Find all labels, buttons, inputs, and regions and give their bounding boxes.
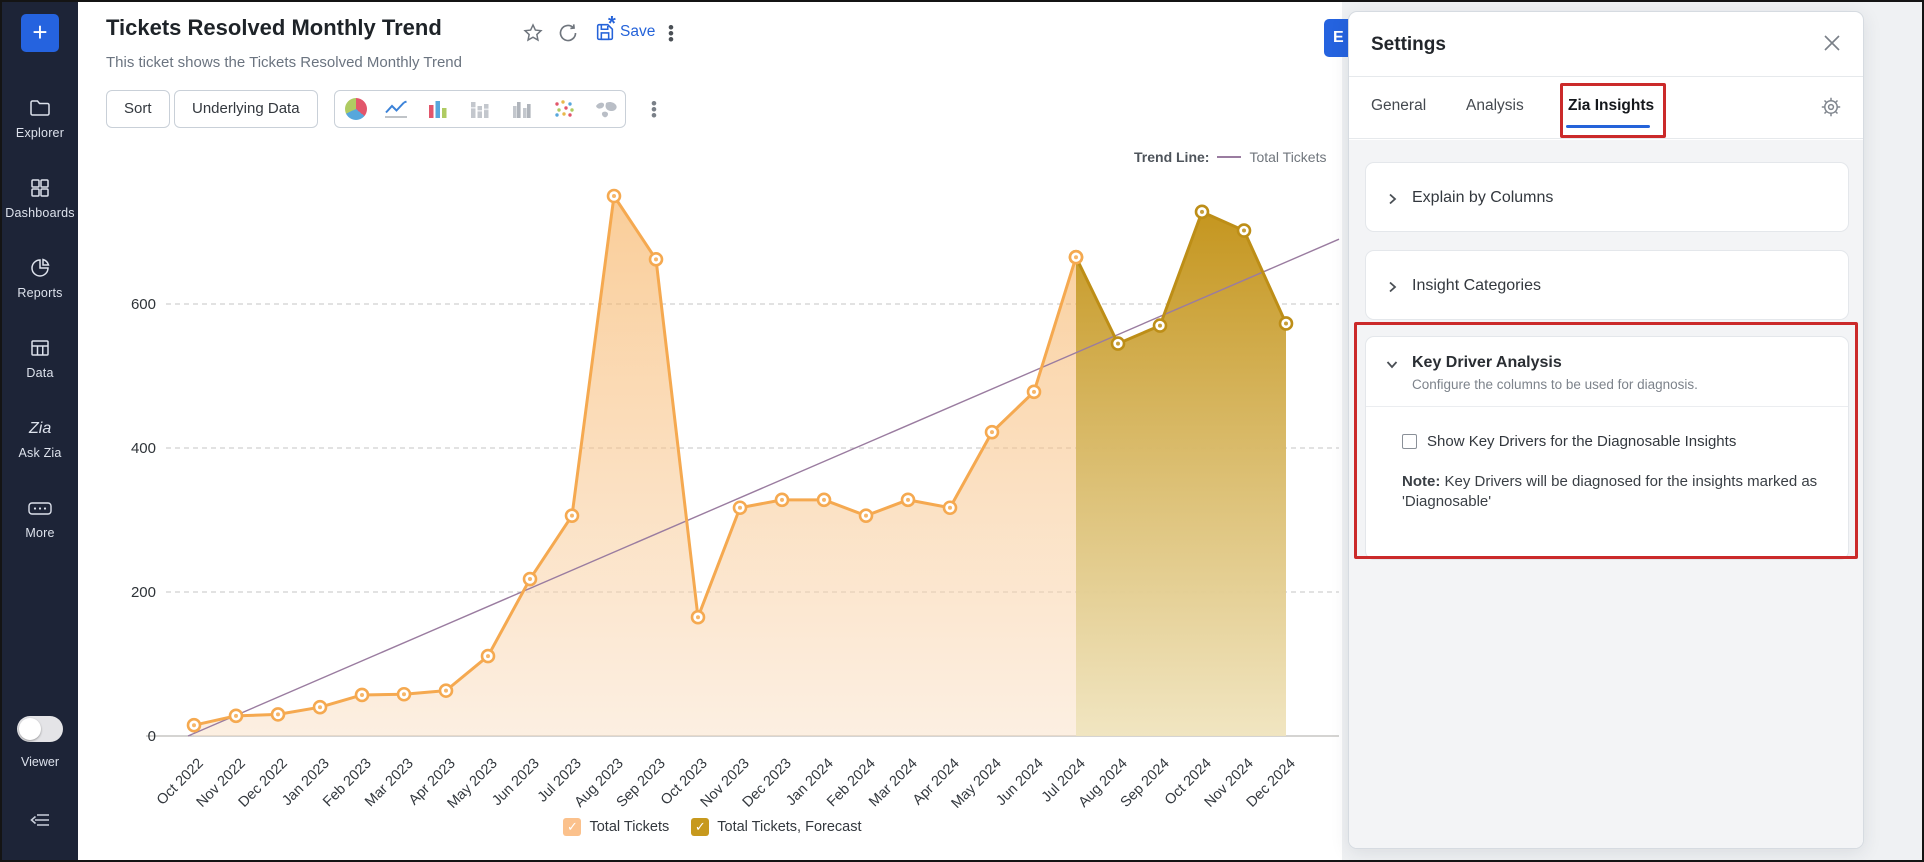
note-text: Key Drivers will be diagnosed for the in… bbox=[1402, 473, 1818, 511]
key-driver-note: Note: Key Drivers will be diagnosed for … bbox=[1402, 472, 1854, 513]
line-chart-icon[interactable] bbox=[383, 98, 409, 120]
trend-legend-label: Total Tickets bbox=[1249, 149, 1327, 165]
page-title: Tickets Resolved Monthly Trend bbox=[106, 15, 442, 40]
sidebar-item-reports[interactable]: Reports bbox=[2, 256, 78, 302]
legend-label: Total Tickets bbox=[589, 819, 670, 835]
tab-general[interactable]: General bbox=[1371, 97, 1427, 114]
section-explain-by-columns[interactable]: Explain by Columns bbox=[1365, 162, 1849, 232]
collapse-outdent-icon bbox=[2, 808, 78, 832]
chart-type-more-icon[interactable]: • • • bbox=[651, 94, 657, 125]
map-chart-icon[interactable] bbox=[593, 98, 619, 120]
page-subtitle: This ticket shows the Tickets Resolved M… bbox=[106, 54, 462, 71]
refresh-icon[interactable] bbox=[557, 22, 579, 44]
trend-line-swatch bbox=[1217, 156, 1242, 158]
show-key-drivers-checkbox[interactable] bbox=[1402, 434, 1417, 449]
checkbox-label: Show Key Drivers for the Diagnosable Ins… bbox=[1427, 433, 1737, 450]
zia-icon: Zia bbox=[2, 416, 78, 440]
note-prefix: Note: bbox=[1402, 473, 1441, 490]
viewer-toggle-wrap: Viewer bbox=[2, 716, 78, 769]
settings-title: Settings bbox=[1371, 34, 1446, 55]
trend-line-legend: Trend Line: Total Tickets bbox=[1134, 149, 1326, 165]
title-more-menu-icon[interactable]: • • • bbox=[668, 18, 674, 49]
sidebar-item-label: Data bbox=[26, 366, 54, 380]
save-button-label: Save bbox=[620, 23, 656, 40]
section-key-driver-analysis: Key Driver Analysis Configure the column… bbox=[1365, 336, 1849, 560]
pie-report-icon bbox=[2, 256, 78, 280]
section-description: Configure the columns to be used for dia… bbox=[1412, 377, 1698, 392]
section-insight-categories[interactable]: Insight Categories bbox=[1365, 250, 1849, 320]
sidebar-collapse-button[interactable] bbox=[2, 808, 78, 836]
pie-chart-icon[interactable] bbox=[345, 98, 367, 120]
sidebar-item-label: Explorer bbox=[15, 126, 65, 140]
legend-item-total-tickets[interactable]: ✓ Total Tickets bbox=[563, 818, 669, 836]
sidebar-item-ask-zia[interactable]: Zia Ask Zia bbox=[2, 416, 78, 462]
create-new-button[interactable]: + bbox=[21, 14, 59, 52]
table-icon bbox=[2, 336, 78, 360]
viewer-toggle-label: Viewer bbox=[21, 755, 59, 769]
sidebar-item-label: Ask Zia bbox=[18, 446, 62, 460]
dashboards-grid-icon bbox=[2, 176, 78, 200]
chart-type-toolbar: • • • bbox=[334, 90, 657, 128]
svg-text:200: 200 bbox=[131, 584, 156, 601]
sidebar-item-data[interactable]: Data bbox=[2, 336, 78, 382]
chevron-right-icon bbox=[1386, 192, 1398, 205]
sidebar-item-more[interactable]: More bbox=[2, 496, 78, 542]
sidebar-item-label: More bbox=[25, 526, 55, 540]
chevron-right-icon bbox=[1386, 280, 1398, 293]
section-label: Key Driver Analysis bbox=[1412, 354, 1562, 371]
gear-icon[interactable] bbox=[1819, 95, 1843, 119]
sidebar-item-label: Dashboards bbox=[5, 206, 75, 220]
sort-button[interactable]: Sort bbox=[106, 90, 170, 128]
close-icon[interactable] bbox=[1821, 32, 1843, 54]
chevron-down-icon bbox=[1386, 357, 1398, 369]
grouped-bar-icon[interactable] bbox=[509, 98, 535, 120]
viewer-toggle[interactable] bbox=[17, 716, 63, 742]
svg-text:600: 600 bbox=[131, 296, 156, 313]
settings-panel: Settings General Analysis Zia Insights bbox=[1348, 11, 1864, 849]
key-driver-analysis-body: Show Key Drivers for the Diagnosable Ins… bbox=[1366, 407, 1848, 533]
settings-panel-header: Settings bbox=[1349, 12, 1863, 77]
legend-label: Total Tickets, Forecast bbox=[717, 819, 862, 835]
svg-text:400: 400 bbox=[131, 440, 156, 457]
scatter-plot-icon[interactable] bbox=[551, 98, 577, 120]
stacked-bar-icon[interactable] bbox=[467, 98, 493, 120]
unsaved-changes-marker: * bbox=[608, 13, 616, 35]
favorite-star-icon[interactable] bbox=[522, 22, 544, 44]
legend-checkbox-forecast[interactable]: ✓ bbox=[691, 818, 710, 836]
settings-panel-body: Explain by Columns Insight Categories bbox=[1349, 140, 1863, 848]
bar-chart-icon[interactable] bbox=[425, 98, 451, 120]
settings-tabs: General Analysis Zia Insights bbox=[1349, 77, 1863, 139]
underlying-data-button[interactable]: Underlying Data bbox=[174, 90, 318, 128]
save-button[interactable]: * Save bbox=[594, 13, 656, 43]
svg-text:0: 0 bbox=[148, 728, 156, 745]
sidebar-item-label: Reports bbox=[17, 286, 63, 300]
save-floppy-icon: * bbox=[594, 13, 616, 43]
more-ellipsis-icon bbox=[2, 496, 78, 520]
sidebar-item-dashboards[interactable]: Dashboards bbox=[2, 176, 78, 222]
chart-legend: ✓ Total Tickets ✓ Total Tickets, Forecas… bbox=[78, 818, 1347, 836]
trend-legend-caption: Trend Line: bbox=[1134, 149, 1210, 165]
active-tab-underline bbox=[1566, 125, 1650, 128]
folder-icon bbox=[2, 96, 78, 120]
svg-text:Zia: Zia bbox=[28, 420, 51, 437]
key-driver-analysis-header[interactable]: Key Driver Analysis Configure the column… bbox=[1366, 337, 1848, 407]
section-label: Insight Categories bbox=[1412, 277, 1541, 294]
tab-analysis[interactable]: Analysis bbox=[1466, 97, 1524, 114]
legend-item-forecast[interactable]: ✓ Total Tickets, Forecast bbox=[691, 818, 862, 836]
sidebar-item-explorer[interactable]: Explorer bbox=[2, 96, 78, 142]
show-key-drivers-row[interactable]: Show Key Drivers for the Diagnosable Ins… bbox=[1402, 433, 1828, 450]
legend-checkbox-total-tickets[interactable]: ✓ bbox=[563, 818, 582, 836]
toggle-knob bbox=[19, 718, 41, 740]
section-label: Explain by Columns bbox=[1412, 189, 1554, 206]
tab-zia-insights[interactable]: Zia Insights bbox=[1568, 97, 1655, 114]
sidebar: + Explorer Dashboards Reports Data bbox=[2, 2, 78, 860]
